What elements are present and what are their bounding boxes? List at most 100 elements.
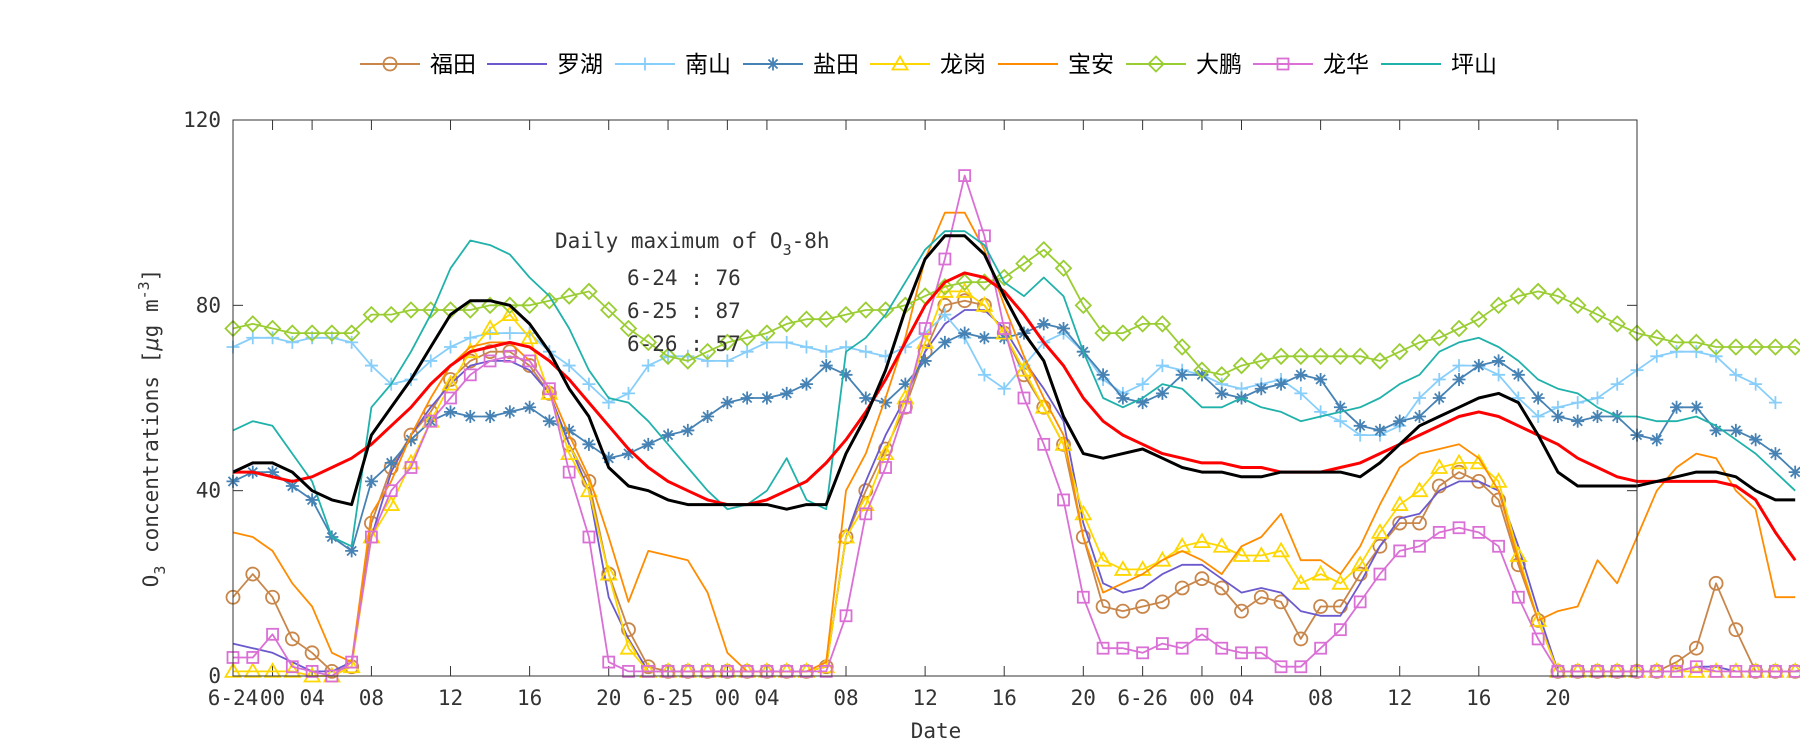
daily-max-annotation: Daily maximum of O3-8h 6-24 : 76 6-25 : …: [555, 229, 830, 356]
data-point: [1175, 368, 1189, 382]
y-axis-label: O3 concentrations [μg m-3]: [135, 269, 169, 588]
data-point: [1393, 544, 1407, 558]
data-point: [1037, 437, 1051, 451]
series-line: [233, 174, 1800, 677]
data-point: [1571, 414, 1585, 428]
x-tick-label: 04: [754, 686, 779, 710]
data-point: [283, 662, 302, 678]
data-point: [1294, 386, 1308, 400]
data-point: [1472, 525, 1486, 539]
data-point: [1590, 410, 1604, 424]
data-point: [244, 315, 262, 333]
data-point: [766, 57, 780, 71]
data-point: [1235, 646, 1248, 660]
data-point: [718, 333, 737, 352]
data-point: [819, 345, 833, 359]
series-line: [232, 211, 1796, 673]
x-tick-label: 6-25: [643, 686, 694, 710]
data-point: [384, 456, 398, 470]
data-point: [1273, 594, 1289, 610]
data-point: [621, 622, 636, 638]
data-point: [638, 57, 652, 71]
data-point: [1430, 328, 1449, 347]
data-point: [1293, 631, 1309, 647]
x-tick-label: 16: [517, 686, 542, 710]
data-point: [1331, 574, 1350, 590]
data-point: [1254, 646, 1268, 660]
series-9: [233, 271, 1797, 562]
data-point: [938, 335, 952, 349]
data-point: [1133, 315, 1152, 333]
data-point: [305, 664, 319, 678]
data-point: [1551, 410, 1565, 424]
data-point: [681, 423, 695, 437]
data-point: [1688, 640, 1704, 656]
data-point: [1054, 435, 1073, 451]
legend-label: 大鹏: [1196, 52, 1242, 78]
data-point: [1215, 386, 1229, 400]
data-point: [540, 291, 559, 310]
x-tick-label: 20: [1071, 686, 1096, 710]
data-point: [1015, 254, 1033, 273]
data-point: [1057, 322, 1071, 335]
y-label-exp: -3: [135, 281, 153, 299]
y-label-rest: concentrations [: [139, 351, 163, 566]
data-point: [760, 335, 774, 349]
data-point: [1333, 400, 1347, 414]
data-point: [1037, 317, 1051, 331]
series-line: [233, 271, 1797, 562]
data-point: [1590, 391, 1604, 405]
data-point: [897, 399, 913, 415]
data-point: [1786, 338, 1800, 356]
data-point: [580, 282, 598, 301]
x-tick-label: 00: [715, 686, 740, 710]
data-point: [817, 310, 836, 329]
data-point: [1608, 315, 1626, 333]
data-point: [819, 359, 833, 373]
data-point: [1313, 599, 1329, 614]
data-point: [404, 461, 418, 474]
data-point: [1788, 465, 1800, 479]
series-5: [232, 211, 1796, 673]
data-point: [1390, 495, 1409, 511]
data-point: [857, 301, 875, 319]
data-point: [345, 655, 359, 669]
data-point: [1571, 396, 1585, 410]
data-point: [720, 664, 734, 678]
y-tick-label: 0: [208, 664, 221, 688]
data-point: [1136, 396, 1150, 410]
data-point: [1136, 646, 1150, 660]
y-tick-label: 120: [183, 108, 221, 132]
x-tick-label: 6-24: [208, 686, 259, 710]
data-point: [342, 324, 361, 342]
data-point: [800, 664, 813, 678]
data-point: [701, 664, 714, 678]
data-point: [681, 664, 695, 678]
data-point: [760, 664, 774, 678]
data-point: [1353, 595, 1367, 609]
data-point: [562, 359, 576, 373]
data-point: [1252, 352, 1271, 370]
data-point: [1096, 368, 1110, 382]
data-point: [1311, 347, 1330, 366]
data-point: [720, 396, 734, 410]
data-point: [1769, 664, 1782, 678]
x-tick-label: 08: [359, 686, 384, 710]
data-point: [304, 645, 320, 661]
data-point: [1708, 575, 1724, 591]
series-line: [232, 234, 1796, 511]
data-point: [1195, 627, 1209, 641]
data-point: [975, 296, 994, 312]
data-point: [641, 437, 655, 451]
data-point: [1509, 287, 1528, 305]
data-point: [1212, 366, 1231, 384]
data-point: [1689, 400, 1703, 414]
data-point: [955, 273, 974, 291]
data-point: [799, 377, 813, 391]
data-point: [1351, 555, 1370, 572]
data-point: [1057, 493, 1070, 507]
data-point: [1014, 360, 1034, 377]
data-point: [1372, 538, 1388, 554]
y-label-unit: g m: [139, 299, 163, 337]
data-point: [520, 328, 539, 345]
